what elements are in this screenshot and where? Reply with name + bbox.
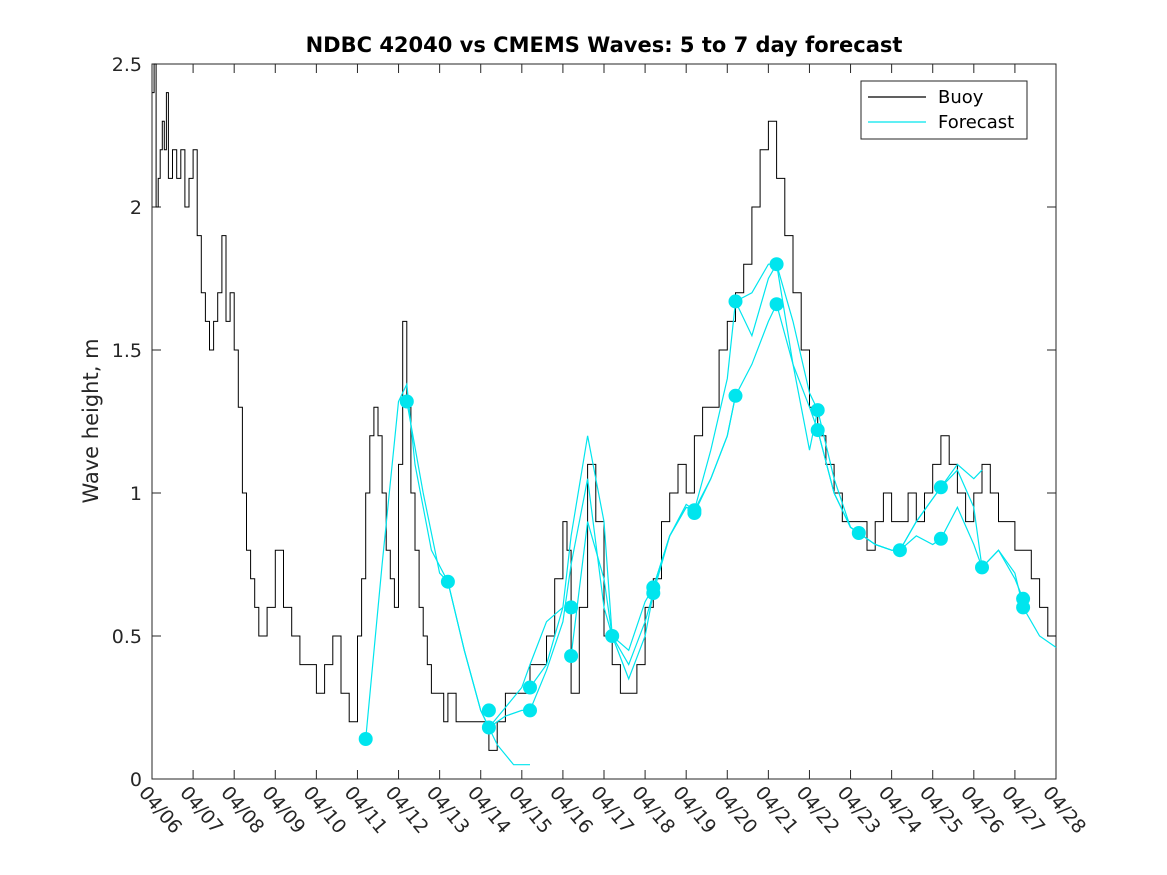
forecast-point	[1016, 600, 1031, 615]
legend-label-forecast: Forecast	[938, 112, 1014, 133]
forecast-line	[488, 478, 654, 728]
y-axis-label: Wave height, m	[79, 338, 103, 503]
forecast-point	[687, 506, 702, 520]
buoy-line	[152, 63, 1056, 751]
forecast-line	[365, 382, 530, 766]
y-tick-label: 2	[130, 197, 142, 219]
axes-box	[151, 63, 1057, 780]
forecast-point	[399, 394, 414, 409]
legend-label-buoy: Buoy	[938, 87, 984, 108]
legend: Buoy Forecast	[860, 80, 1028, 140]
forecast-point	[769, 297, 784, 312]
forecast-point	[728, 294, 743, 309]
forecast-point	[810, 423, 825, 438]
chart-title: NDBC 42040 vs CMEMS Waves: 5 to 7 day fo…	[306, 33, 903, 57]
forecast-point	[892, 543, 907, 558]
forecast-point	[605, 629, 620, 643]
forecast-point	[564, 649, 579, 663]
y-tick-label: 1.5	[112, 340, 142, 362]
y-tick-label: 2.5	[112, 54, 142, 76]
forecast-point	[523, 703, 537, 718]
y-tick-label: 0	[130, 769, 142, 791]
plot-area: 00.511.522.504/0604/0704/0804/0904/1004/…	[112, 54, 1090, 838]
forecast-point	[769, 257, 784, 272]
forecast-point	[851, 526, 866, 540]
forecast-point	[481, 720, 496, 735]
forecast-point	[933, 531, 948, 546]
forecast-point	[523, 680, 537, 695]
forecast-point	[481, 703, 496, 718]
y-tick-label: 1	[130, 483, 142, 505]
legend-box	[860, 80, 1028, 140]
y-tick-label: 0.5	[112, 626, 142, 648]
forecast-point	[728, 388, 743, 403]
forecast-point	[358, 732, 373, 746]
forecast-point	[975, 560, 989, 575]
forecast-point	[564, 600, 579, 615]
forecast-point	[440, 574, 455, 589]
forecast-line	[406, 401, 564, 729]
forecast-point	[933, 480, 948, 495]
forecast-point	[810, 403, 825, 418]
forecast-point	[646, 586, 661, 601]
